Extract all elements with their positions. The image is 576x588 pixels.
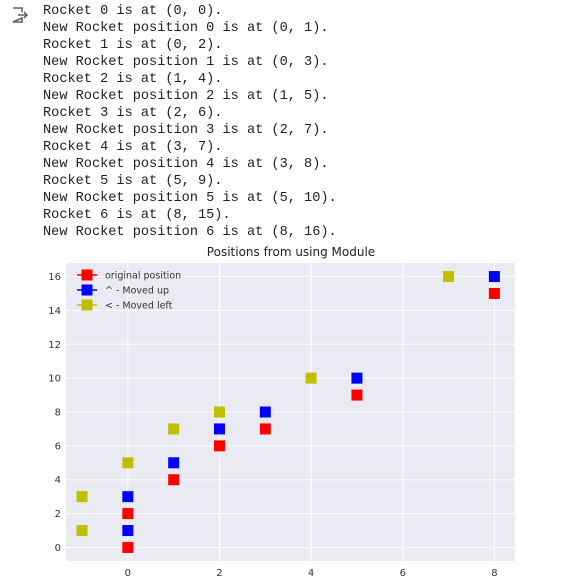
legend-marker	[81, 284, 93, 296]
console-line: Rocket 3 is at (2, 6).	[43, 106, 223, 121]
data-point-series-2	[122, 457, 134, 469]
console-line: New Rocket position 1 is at (0, 3).	[43, 55, 329, 70]
x-tick-labels: 0 2 4 6 8	[125, 568, 498, 579]
data-point-series-1	[259, 406, 271, 418]
data-point-series-0	[351, 389, 363, 401]
y-tick-labels: 0 2 4 6 8 10 12 14 16	[48, 272, 61, 554]
console-line: New Rocket position 0 is at (0, 1).	[43, 21, 329, 36]
data-point-series-2	[213, 406, 225, 418]
legend-marker	[81, 269, 93, 281]
x-tick-label: 4	[308, 568, 314, 579]
y-tick-label: 16	[48, 272, 61, 283]
data-point-series-2	[305, 372, 317, 384]
x-tick-label: 6	[400, 568, 406, 579]
positions-chart: Positions from using Module 0 2 4 6 8 0 2 4 6 8 1…	[48, 245, 515, 579]
legend-label: < - Moved left	[105, 301, 173, 312]
y-tick-label: 4	[55, 475, 61, 486]
legend: original position ^ - Moved up < - Moved l…	[77, 269, 181, 312]
y-tick-label: 10	[48, 374, 61, 385]
y-tick-label: 6	[55, 441, 61, 452]
console-output: Rocket 0 is at (0, 0). New Rocket positio…	[43, 3, 337, 241]
console-line: Rocket 6 is at (8, 15).	[43, 208, 231, 223]
console-line: Rocket 1 is at (0, 2).	[43, 38, 223, 53]
console-line: Rocket 5 is at (5, 9).	[43, 174, 223, 189]
console-line: New Rocket position 5 is at (5, 10).	[43, 191, 337, 206]
y-tick-label: 2	[55, 509, 61, 520]
y-tick-label: 12	[48, 340, 61, 351]
y-tick-label: 0	[55, 543, 61, 554]
x-tick-label: 0	[125, 568, 131, 579]
data-point-series-1	[122, 525, 134, 537]
data-point-series-2	[168, 423, 180, 435]
data-point-series-0	[168, 474, 180, 486]
console-line: New Rocket position 6 is at (8, 16).	[43, 225, 337, 240]
data-point-series-2	[443, 271, 455, 283]
output-icon	[12, 7, 28, 23]
console-line: New Rocket position 3 is at (2, 7).	[43, 123, 329, 138]
legend-label: original position	[105, 271, 181, 282]
data-point-series-1	[351, 372, 363, 384]
data-point-series-1	[488, 271, 500, 283]
console-line: New Rocket position 2 is at (1, 5).	[43, 89, 329, 104]
data-point-series-2	[76, 491, 88, 503]
data-point-series-2	[76, 525, 88, 537]
data-point-series-0	[213, 440, 225, 452]
data-point-series-1	[213, 423, 225, 435]
grid-lines	[66, 263, 515, 561]
y-tick-label: 8	[55, 408, 61, 419]
data-point-series-0	[259, 423, 271, 435]
console-line: Rocket 0 is at (0, 0).	[43, 4, 223, 19]
legend-marker	[81, 299, 93, 311]
console-line: Rocket 2 is at (1, 4).	[43, 72, 223, 87]
console-line: New Rocket position 4 is at (3, 8).	[43, 157, 329, 172]
y-tick-label: 14	[48, 306, 61, 317]
console-line: Rocket 4 is at (3, 7).	[43, 140, 223, 155]
data-points	[76, 271, 500, 553]
data-point-series-0	[122, 541, 134, 553]
data-point-series-0	[488, 287, 500, 299]
chart-title: Positions from using Module	[207, 245, 375, 259]
data-point-series-1	[168, 457, 180, 469]
x-tick-label: 8	[491, 568, 497, 579]
legend-label: ^ - Moved up	[105, 286, 169, 297]
x-tick-label: 2	[216, 568, 222, 579]
data-point-series-1	[122, 491, 134, 503]
data-point-series-0	[122, 508, 134, 520]
